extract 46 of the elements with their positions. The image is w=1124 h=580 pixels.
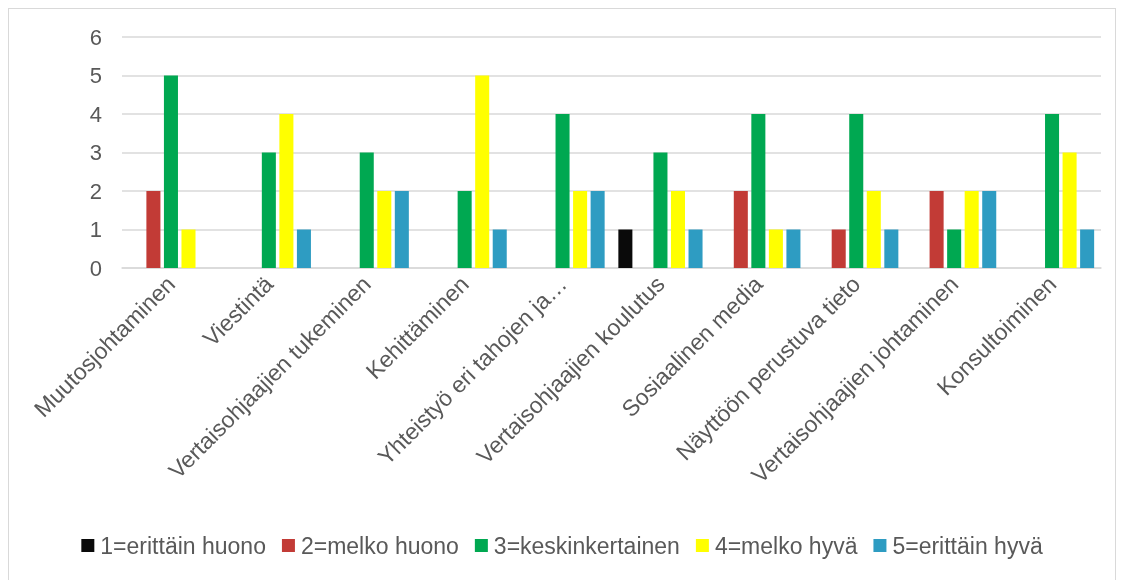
bar [786,229,801,268]
bar [163,75,178,268]
bar [688,229,703,268]
bar [296,229,311,268]
bar [181,229,196,268]
legend-label: 4=melko hyvä [714,532,858,559]
bar [618,229,633,268]
bar [394,191,409,268]
legend-label: 1=erittäin huono [100,532,266,559]
y-tick-label: 0 [89,255,102,281]
bar [653,152,668,268]
y-tick-label: 5 [89,63,102,88]
legend-label: 2=melko huono [300,532,459,559]
legend-label: 3=keskinkertainen [493,532,680,559]
bar [1045,114,1060,268]
y-tick-label: 6 [89,24,102,50]
bar [849,114,864,268]
bar [929,191,944,268]
bar [751,114,766,268]
bar [947,229,962,268]
y-tick-label: 1 [89,217,102,242]
bar [831,229,846,268]
bar [377,191,392,268]
legend-label: 5=erittäin hyvä [892,532,1043,559]
bar [733,191,748,268]
bar [1062,152,1077,268]
bar [146,191,161,268]
bar [359,152,374,268]
bar [555,114,570,268]
bar [261,152,276,268]
bar [492,229,507,268]
bar [1080,229,1095,268]
bar [670,191,686,268]
bar [279,114,294,268]
y-tick-label: 4 [89,101,102,127]
bar [866,191,881,268]
bar [573,191,588,268]
bar [964,191,979,268]
y-tick-label: 3 [89,140,102,165]
bar [768,229,783,268]
bar [457,191,472,268]
bar [590,191,605,268]
bar [884,229,899,268]
y-tick-label: 2 [89,178,102,204]
bar [475,75,490,268]
bar [982,191,997,268]
